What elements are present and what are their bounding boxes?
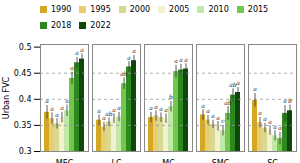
svg-text:a: a (201, 102, 205, 109)
svg-text:ab: ab (120, 70, 128, 77)
svg-text:SMC: SMC (212, 159, 230, 163)
svg-text:a: a (60, 104, 64, 111)
svg-text:a: a (258, 109, 262, 116)
svg-text:a: a (236, 79, 240, 86)
svg-text:a: a (75, 49, 79, 56)
html-text:2015: 2015 (247, 4, 269, 14)
svg-text:a: a (112, 106, 116, 113)
svg-text:a: a (70, 64, 74, 71)
svg-text:a: a (154, 103, 158, 110)
html-text:1995: 1995 (90, 4, 111, 14)
svg-text:0.35: 0.35 (14, 121, 32, 130)
svg-text:0.5: 0.5 (19, 43, 32, 52)
svg-text:MEC: MEC (56, 159, 74, 163)
svg-text:a: a (55, 111, 59, 118)
svg-text:ab: ab (224, 99, 232, 106)
svg-text:a: a (268, 118, 272, 125)
svg-text:MC: MC (162, 159, 175, 163)
svg-text:c: c (221, 117, 225, 124)
svg-text:SC: SC (267, 159, 278, 163)
svg-text:ab: ab (229, 80, 237, 88)
svg-text:0.4: 0.4 (19, 95, 32, 104)
svg-text:a: a (117, 104, 121, 111)
svg-text:a: a (65, 97, 69, 104)
html-text:2010: 2010 (208, 4, 229, 14)
svg-text:a: a (283, 97, 287, 104)
svg-text:a: a (206, 107, 210, 114)
svg-text:a: a (127, 54, 131, 61)
svg-text:a: a (184, 56, 188, 63)
svg-text:a: a (273, 123, 277, 130)
svg-text:0.45: 0.45 (14, 69, 32, 78)
svg-text:a: a (263, 115, 267, 122)
html-text:1990: 1990 (51, 4, 72, 14)
svg-text:b: b (288, 97, 292, 104)
svg-text:Urban FVC: Urban FVC (2, 76, 11, 119)
svg-text:a: a (102, 114, 106, 122)
svg-text:a: a (159, 105, 163, 112)
svg-text:a: a (97, 107, 101, 114)
svg-text:a: a (50, 105, 54, 112)
svg-text:a: a (216, 114, 220, 121)
svg-text:a: a (45, 97, 49, 104)
svg-text:a: a (278, 124, 282, 131)
svg-text:a: a (174, 57, 178, 64)
svg-text:a: a (179, 56, 183, 63)
svg-text:a: a (211, 112, 215, 119)
svg-text:0.3: 0.3 (19, 147, 32, 156)
svg-text:a: a (164, 106, 168, 113)
html-text:2005: 2005 (169, 4, 190, 14)
svg-text:b: b (169, 93, 173, 100)
html-text:2022: 2022 (90, 21, 111, 31)
svg-text:a: a (253, 85, 257, 92)
html-text:2018: 2018 (51, 21, 72, 31)
svg-text:a: a (132, 47, 136, 54)
svg-text:a: a (149, 104, 153, 111)
svg-text:a: a (80, 46, 84, 53)
svg-text:LC: LC (111, 159, 121, 163)
html-text:2000: 2000 (129, 4, 151, 14)
svg-text:ab: ab (105, 110, 113, 117)
